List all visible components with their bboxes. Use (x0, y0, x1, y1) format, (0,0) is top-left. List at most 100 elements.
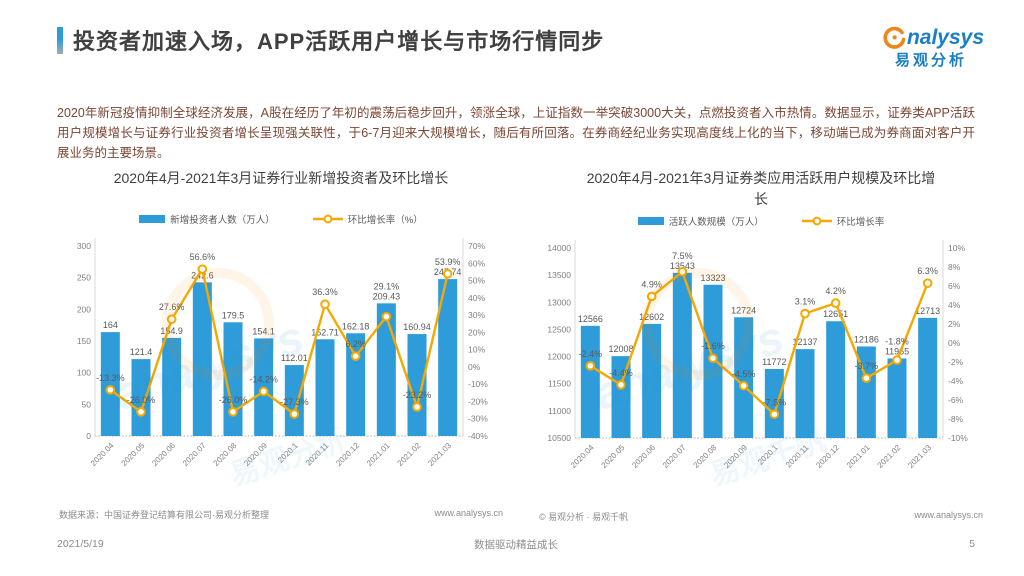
chart-title: 2020年4月-2021年3月证券类应用活跃用户规模及环比增长 (586, 170, 936, 207)
svg-text:2020.12: 2020.12 (334, 441, 361, 468)
legend-bar-swatch-icon (139, 215, 166, 223)
svg-text:36.3%: 36.3% (312, 287, 338, 297)
svg-text:2020.06: 2020.06 (150, 441, 177, 468)
svg-text:0%: 0% (468, 362, 481, 372)
svg-text:2020.08: 2020.08 (212, 441, 239, 468)
svg-text:2%: 2% (948, 319, 961, 329)
svg-text:10%: 10% (948, 243, 965, 253)
svg-text:20%: 20% (468, 327, 485, 337)
svg-text:2020.07: 2020.07 (181, 441, 208, 468)
chart-title: 2020年4月-2021年3月证券行业新增投资者及环比增长 (113, 170, 449, 186)
svg-text:53.9%: 53.9% (435, 257, 461, 267)
svg-text:2020.09: 2020.09 (242, 441, 269, 468)
legend-item-bars: 活跃人数规模（万人） (637, 214, 764, 228)
svg-text:179.5: 179.5 (222, 310, 245, 320)
svg-text:4.2%: 4.2% (825, 286, 846, 296)
svg-text:12500: 12500 (547, 324, 571, 334)
svg-text:-20%: -20% (468, 396, 488, 406)
chart-legend: 活跃人数规模（万人） 环比增长率 (537, 212, 985, 230)
combo-chart-active-users: 10500 11000 11500 12000 12500 13000 13500 14000… (547, 240, 968, 470)
source-text: 数据来源：中国证券登记结算有限公司·易观分析整理 (59, 510, 269, 520)
svg-text:250: 250 (77, 273, 91, 283)
svg-text:12000: 12000 (547, 352, 571, 362)
svg-text:60%: 60% (468, 258, 485, 268)
svg-text:2020.12: 2020.12 (814, 443, 841, 470)
svg-text:7.5%: 7.5% (672, 251, 693, 261)
legend-line-swatch-icon (312, 214, 343, 224)
svg-text:-27.3%: -27.3% (280, 397, 309, 407)
svg-text:6.3%: 6.3% (917, 266, 938, 276)
analysys-logo: nalysys 易观分析 (881, 24, 984, 68)
svg-text:11772: 11772 (762, 357, 786, 367)
logo-top: nalysys (881, 24, 984, 50)
svg-text:11500: 11500 (548, 379, 571, 389)
svg-text:-40%: -40% (468, 431, 488, 441)
svg-text:13323: 13323 (700, 273, 725, 283)
title-accent-bar (57, 26, 63, 54)
svg-text:154.1: 154.1 (252, 326, 275, 336)
svg-text:160.94: 160.94 (403, 322, 431, 332)
legend-line-swatch-icon (801, 216, 832, 226)
svg-text:2021.02: 2021.02 (876, 443, 903, 470)
svg-text:11000: 11000 (548, 406, 571, 416)
svg-text:14000: 14000 (547, 243, 571, 253)
combo-chart-new-investors: 0 50 100 150 200 250 300 -40% -30% -20% -10% 0% 10% 2… (77, 238, 488, 468)
svg-text:2020.1: 2020.1 (756, 443, 780, 467)
svg-text:2021.01: 2021.01 (845, 443, 872, 470)
svg-text:12566: 12566 (578, 314, 603, 324)
legend-item-line: 环比增长率（%） (312, 212, 423, 226)
svg-text:-4.4%: -4.4% (609, 368, 633, 378)
svg-text:2021.03: 2021.03 (906, 443, 933, 470)
svg-text:164: 164 (103, 320, 118, 330)
website-text: www.analysys.cn (434, 508, 503, 518)
svg-text:154.9: 154.9 (160, 326, 183, 336)
svg-text:6%: 6% (948, 281, 961, 291)
svg-text:8%: 8% (948, 262, 961, 272)
svg-text:12602: 12602 (639, 312, 664, 322)
svg-text:2020.11: 2020.11 (304, 441, 331, 468)
analysys-swirl-icon (883, 26, 906, 49)
svg-text:-7.5%: -7.5% (763, 397, 787, 407)
svg-text:12713: 12713 (915, 306, 940, 316)
svg-text:50: 50 (82, 399, 92, 409)
svg-text:13500: 13500 (547, 270, 571, 280)
svg-text:-10%: -10% (468, 379, 488, 389)
svg-text:0%: 0% (948, 338, 961, 348)
svg-text:2021.03: 2021.03 (426, 441, 453, 468)
svg-text:10%: 10% (468, 345, 485, 355)
chart-card-new-investors: analysys 易观分析 2020年4月-2021年3月证券行业新增投资者及环… (57, 168, 505, 523)
charts-row: analysys 易观分析 2020年4月-2021年3月证券行业新增投资者及环… (57, 168, 985, 523)
logo-brand-cn: 易观分析 (894, 52, 967, 69)
website-text: www.analysys.cn (914, 510, 983, 520)
svg-text:2020.09: 2020.09 (722, 443, 749, 470)
svg-text:13543: 13543 (670, 261, 695, 271)
svg-text:50%: 50% (468, 276, 485, 286)
svg-text:12186: 12186 (854, 334, 879, 344)
svg-text:-3.7%: -3.7% (855, 361, 879, 371)
svg-text:152.71: 152.71 (311, 327, 339, 337)
legend-bar-label: 活跃人数规模（万人） (668, 217, 764, 228)
header: 投资者加速入场，APP活跃用户增长与市场行情同步 nalysys 易观分析 (57, 24, 984, 68)
svg-text:200: 200 (77, 304, 91, 314)
svg-text:-2.4%: -2.4% (579, 349, 603, 359)
svg-text:6.2%: 6.2% (345, 339, 366, 349)
chart-source: © 易观分析 · 易观千帆 www.analysys.cn (537, 510, 985, 523)
svg-text:121.4: 121.4 (130, 347, 153, 357)
svg-text:27.6%: 27.6% (159, 302, 185, 312)
svg-text:10500: 10500 (547, 433, 571, 443)
svg-text:162.18: 162.18 (342, 321, 370, 331)
svg-text:30%: 30% (468, 310, 485, 320)
title-wrap: 投资者加速入场，APP活跃用户增长与市场行情同步 (57, 24, 604, 56)
svg-text:-1.6%: -1.6% (701, 341, 725, 351)
svg-text:242.6: 242.6 (191, 270, 214, 280)
svg-text:29.1%: 29.1% (374, 281, 400, 291)
svg-text:209.43: 209.43 (373, 291, 401, 301)
footer: 2021/5/19 数据驱动精益成长 5 (57, 538, 975, 551)
svg-text:12008: 12008 (608, 344, 633, 354)
legend-bar-swatch-icon (637, 217, 664, 225)
legend-line-label: 环比增长率 (836, 217, 885, 228)
svg-text:-23.2%: -23.2% (403, 390, 432, 400)
svg-text:2020.04: 2020.04 (569, 443, 596, 470)
page-title: 投资者加速入场，APP活跃用户增长与市场行情同步 (73, 29, 605, 54)
